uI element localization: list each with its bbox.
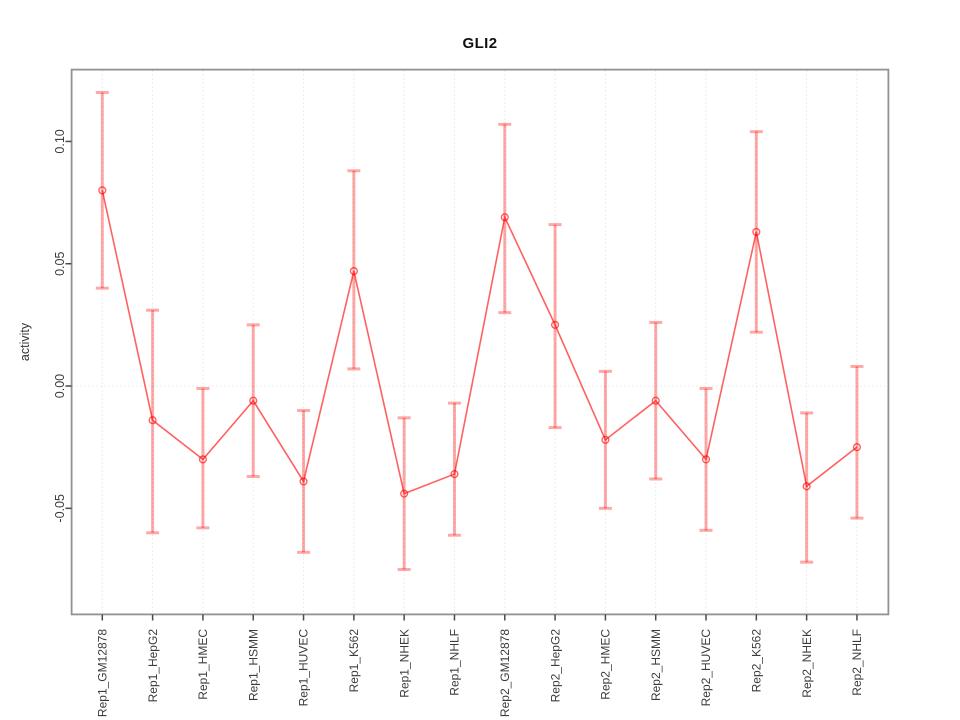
data-point [299,477,308,486]
series-line [101,190,858,495]
chart-title: GLI2 [462,35,498,52]
data-point [198,455,208,464]
x-tick-label: Rep1_HMEC [196,629,210,700]
x-tick-label: Rep1_GM12878 [96,629,110,717]
data-point [349,266,358,276]
y-tick-label: 0.10 [53,129,67,153]
data-point [601,435,610,444]
data-point [802,482,811,491]
data-point [852,443,862,452]
data-point [651,396,660,405]
data-point [550,320,560,329]
plot-border [70,68,890,616]
y-tick-label: 0.00 [53,374,67,398]
y-tick-label: 0.05 [53,252,67,276]
x-tick-label: Rep2_HUVEC [699,629,713,707]
data-point [98,186,107,195]
x-tick-label: Rep1_HUVEC [297,629,311,707]
x-tick-label: Rep2_K562 [750,629,764,693]
x-tick-label: Rep2_HepG2 [548,629,562,703]
data-point [701,455,711,464]
x-tick-label: Rep1_HepG2 [146,629,160,703]
x-tick-label: Rep1_NHEK [397,629,411,698]
x-tick-label: Rep2_NHLF [850,629,864,696]
data-point [400,489,409,498]
x-tick-label: Rep1_HSMM [246,629,260,701]
x-tick-label: Rep1_K562 [347,629,361,693]
x-tick-label: Rep1_NHLF [448,629,462,696]
y-tick-label: -0.05 [53,494,67,523]
data-point [450,469,459,479]
x-tick-label: Rep2_NHEK [800,629,814,698]
data-point [752,227,761,237]
x-tick-label: Rep2_HMEC [599,629,613,700]
data-point [148,416,157,425]
data-point [500,213,509,222]
x-tick-label: Rep2_GM12878 [498,629,512,717]
x-tick-label: Rep2_HSMM [649,629,663,701]
data-point [249,396,258,405]
